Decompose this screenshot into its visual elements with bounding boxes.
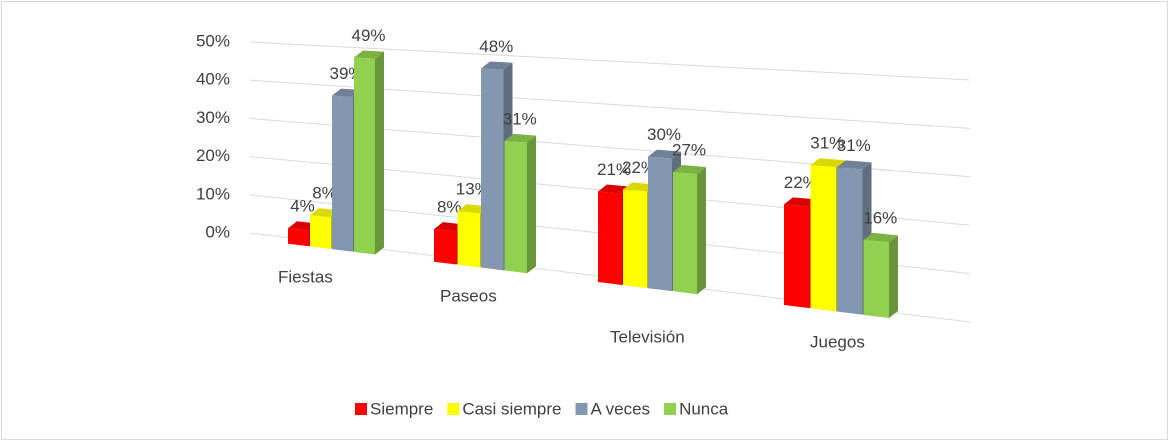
y-tick-label: 40% [196, 70, 230, 89]
legend-swatch [355, 403, 367, 415]
value-label: 22% [784, 173, 818, 192]
bar [598, 191, 622, 285]
legend-label: A veces [591, 399, 651, 418]
bar-top [810, 158, 845, 168]
y-tick-label: 10% [196, 184, 230, 203]
value-label: 27% [672, 140, 706, 159]
value-label: 31% [837, 136, 871, 155]
legend-swatch [447, 403, 460, 415]
bar [481, 68, 504, 271]
value-label: 48% [479, 37, 513, 56]
x-tick-label: Paseos [440, 286, 497, 305]
y-tick-label: 20% [196, 146, 230, 165]
value-label: 21% [597, 160, 631, 179]
bar [784, 204, 810, 309]
value-label: 49% [351, 26, 385, 45]
bar-top [784, 197, 819, 207]
legend-swatch [575, 403, 588, 415]
value-label: 31% [503, 109, 537, 128]
y-tick-label: 0% [205, 222, 230, 241]
bar-top [598, 184, 631, 194]
bar [837, 167, 863, 315]
bar-top [648, 149, 681, 159]
legend-swatch [664, 403, 677, 415]
bar [434, 229, 457, 265]
bar-top [673, 164, 706, 175]
bar-side [375, 51, 384, 255]
legend-label: Casi siempre [462, 399, 561, 418]
bar-side [889, 235, 898, 318]
y-tick-label: 50% [196, 31, 230, 50]
bar-top [623, 182, 656, 192]
bar-side [527, 135, 536, 274]
bar [648, 156, 672, 292]
bar [623, 189, 647, 289]
bar [332, 95, 353, 252]
value-label: 4% [290, 197, 315, 216]
bar [288, 228, 309, 247]
bar-top [863, 232, 898, 243]
bar-side [697, 167, 706, 295]
x-tick-label: Televisión [610, 327, 685, 346]
bar [310, 215, 331, 250]
value-label: 31% [810, 134, 844, 153]
y-tick-label: 30% [196, 108, 230, 127]
bar-top [504, 133, 536, 143]
bar [504, 140, 527, 274]
bar [810, 165, 836, 312]
bar [673, 171, 697, 295]
value-label: 22% [622, 158, 656, 177]
bar-top [481, 61, 513, 70]
bar-top [354, 50, 384, 59]
value-label: 16% [863, 208, 897, 227]
value-label: 30% [647, 125, 681, 144]
bar [863, 239, 889, 318]
value-label: 8% [437, 198, 462, 217]
x-tick-label: Fiestas [278, 267, 333, 286]
bar-top [837, 160, 872, 170]
bar [457, 211, 480, 268]
x-tick-label: Juegos [810, 332, 865, 351]
grid-line [249, 41, 971, 81]
bar [354, 57, 375, 255]
legend-label: Siempre [370, 399, 433, 418]
value-label: 8% [312, 184, 337, 203]
legend-label: Nunca [679, 399, 729, 418]
